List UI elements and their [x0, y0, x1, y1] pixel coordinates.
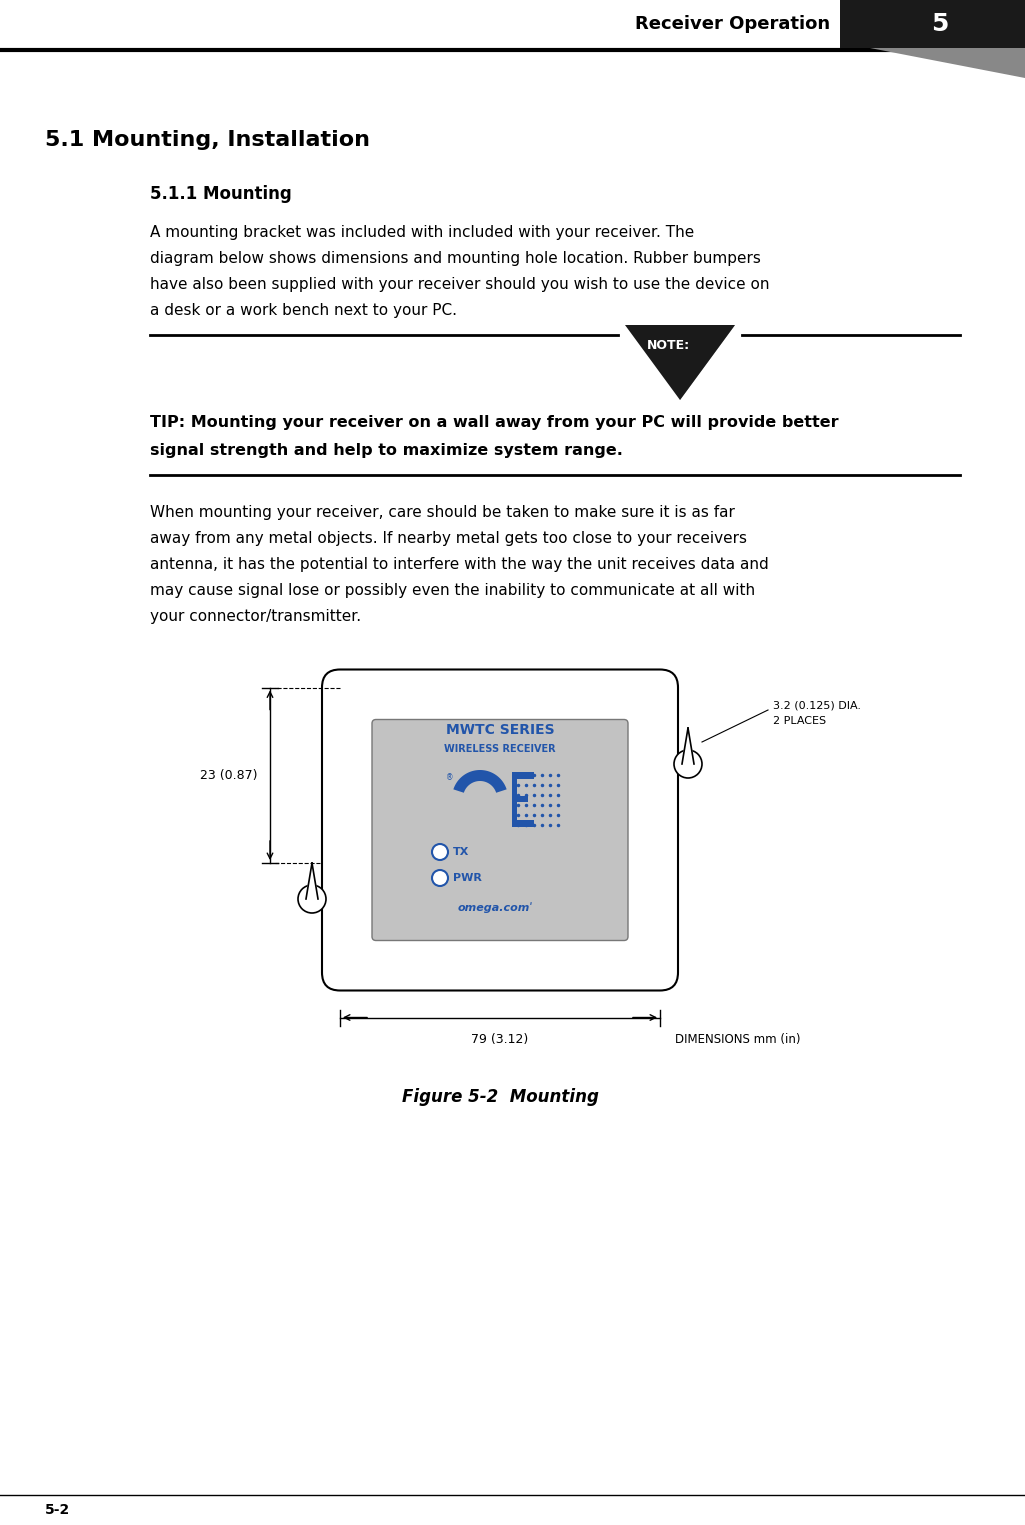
- Bar: [512, 796, 528, 802]
- Circle shape: [432, 843, 448, 860]
- Text: may cause signal lose or possibly even the inability to communicate at all with: may cause signal lose or possibly even t…: [150, 583, 755, 598]
- Polygon shape: [682, 727, 694, 764]
- Text: 2 PLACES: 2 PLACES: [773, 717, 826, 726]
- Text: 3.2 (0.125) DIA.: 3.2 (0.125) DIA.: [773, 700, 861, 711]
- Text: 5.1.1 Mounting: 5.1.1 Mounting: [150, 185, 292, 203]
- Polygon shape: [675, 325, 735, 400]
- Circle shape: [674, 750, 702, 778]
- Text: WIRELESS RECEIVER: WIRELESS RECEIVER: [444, 744, 556, 753]
- Text: away from any metal objects. If nearby metal gets too close to your receivers: away from any metal objects. If nearby m…: [150, 531, 747, 546]
- FancyBboxPatch shape: [322, 669, 678, 991]
- Text: ®: ®: [446, 773, 454, 782]
- Text: your connector/transmitter.: your connector/transmitter.: [150, 608, 361, 624]
- Text: Receiver Operation: Receiver Operation: [634, 15, 830, 34]
- Text: omega.comʹ: omega.comʹ: [457, 903, 533, 913]
- Polygon shape: [625, 325, 735, 400]
- Bar: [512, 772, 517, 827]
- Text: signal strength and help to maximize system range.: signal strength and help to maximize sys…: [150, 442, 623, 457]
- Polygon shape: [306, 863, 318, 900]
- Text: When mounting your receiver, care should be taken to make sure it is as far: When mounting your receiver, care should…: [150, 505, 735, 520]
- Text: TIP: Mounting your receiver on a wall away from your PC will provide better: TIP: Mounting your receiver on a wall aw…: [150, 415, 838, 430]
- Text: MWTC SERIES: MWTC SERIES: [446, 723, 555, 737]
- Text: a desk or a work bench next to your PC.: a desk or a work bench next to your PC.: [150, 303, 457, 319]
- Circle shape: [298, 884, 326, 913]
- Text: 5.1 Mounting, Installation: 5.1 Mounting, Installation: [45, 130, 370, 149]
- Text: A mounting bracket was included with included with your receiver. The: A mounting bracket was included with inc…: [150, 226, 694, 239]
- Text: 23 (0.87): 23 (0.87): [201, 769, 258, 782]
- Polygon shape: [840, 0, 1025, 47]
- Text: Figure 5-2  Mounting: Figure 5-2 Mounting: [402, 1087, 599, 1106]
- Bar: [512, 820, 534, 827]
- Polygon shape: [870, 47, 1025, 78]
- Text: diagram below shows dimensions and mounting hole location. Rubber bumpers: diagram below shows dimensions and mount…: [150, 252, 761, 265]
- Text: PWR: PWR: [453, 872, 482, 883]
- Text: NOTE:: NOTE:: [647, 339, 690, 352]
- Polygon shape: [453, 770, 506, 793]
- FancyBboxPatch shape: [372, 720, 628, 941]
- Circle shape: [432, 869, 448, 886]
- Text: 5-2: 5-2: [45, 1504, 71, 1517]
- Text: TX: TX: [453, 846, 469, 857]
- Text: DIMENSIONS mm (in): DIMENSIONS mm (in): [675, 1034, 801, 1046]
- Text: 5: 5: [932, 12, 949, 37]
- Text: have also been supplied with your receiver should you wish to use the device on: have also been supplied with your receiv…: [150, 278, 770, 291]
- Bar: [512, 772, 534, 779]
- Text: 79 (3.12): 79 (3.12): [472, 1034, 529, 1046]
- Bar: [0, 0, 1025, 47]
- Text: antenna, it has the potential to interfere with the way the unit receives data a: antenna, it has the potential to interfe…: [150, 557, 769, 572]
